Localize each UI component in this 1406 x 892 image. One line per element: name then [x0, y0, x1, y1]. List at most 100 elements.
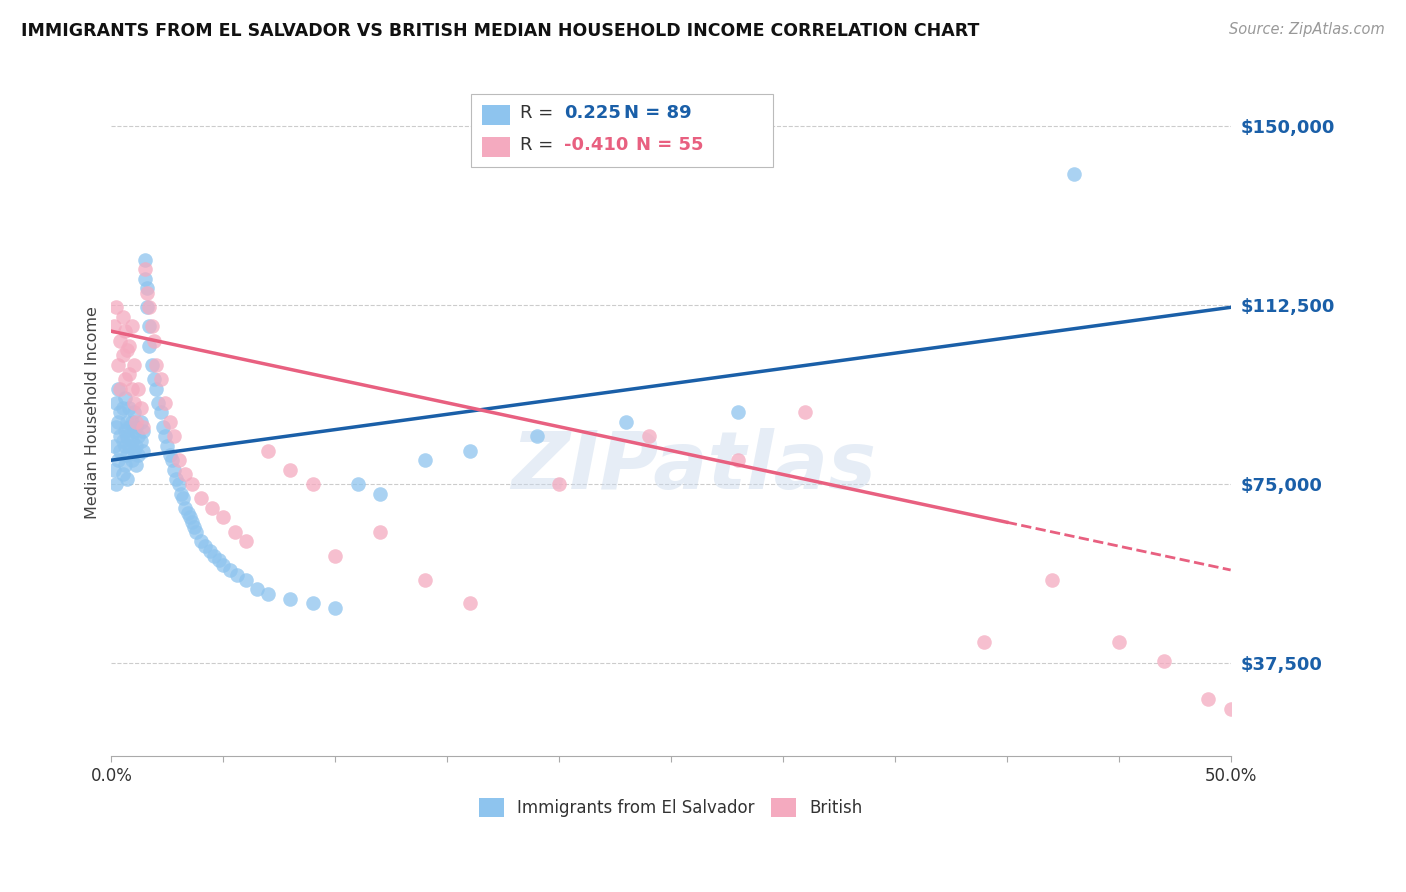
Point — [368, 524, 391, 539]
Point — [114, 439, 136, 453]
Point — [121, 415, 143, 429]
Point — [104, 477, 127, 491]
Point — [368, 486, 391, 500]
Point — [111, 310, 134, 324]
Point — [138, 338, 160, 352]
Point — [103, 319, 125, 334]
Point — [1197, 692, 1219, 706]
Point — [115, 449, 138, 463]
Point — [132, 425, 155, 439]
Point — [153, 429, 176, 443]
Point — [165, 472, 187, 486]
Point — [152, 419, 174, 434]
Point — [159, 415, 181, 429]
Point — [526, 429, 548, 443]
Point — [1063, 167, 1085, 181]
Point — [413, 453, 436, 467]
Point — [212, 510, 235, 524]
Point — [179, 510, 201, 524]
Point — [129, 434, 152, 448]
Point — [136, 285, 159, 300]
Point — [1219, 701, 1241, 715]
Point — [323, 549, 346, 563]
Point — [111, 348, 134, 362]
Text: R =: R = — [520, 104, 560, 122]
Point — [224, 524, 246, 539]
Point — [170, 486, 193, 500]
Point — [458, 443, 481, 458]
Point — [163, 463, 186, 477]
Point — [167, 453, 190, 467]
Point — [145, 358, 167, 372]
Point — [134, 252, 156, 267]
Point — [118, 367, 141, 381]
Point — [246, 582, 269, 596]
Point — [219, 563, 242, 577]
Point — [104, 396, 127, 410]
Point — [149, 372, 172, 386]
Point — [122, 443, 145, 458]
Point — [118, 439, 141, 453]
Point — [107, 358, 129, 372]
Point — [110, 382, 132, 396]
Point — [1153, 654, 1175, 668]
Point — [114, 372, 136, 386]
Text: -0.410: -0.410 — [564, 136, 628, 154]
Point — [190, 491, 212, 506]
Point — [110, 334, 132, 348]
Point — [1040, 573, 1063, 587]
Point — [153, 396, 176, 410]
Point — [225, 567, 247, 582]
Point — [118, 419, 141, 434]
Point — [122, 405, 145, 419]
Point — [163, 429, 186, 443]
Point — [118, 401, 141, 415]
Point — [115, 472, 138, 486]
Point — [181, 477, 204, 491]
Point — [132, 443, 155, 458]
Point — [172, 491, 194, 506]
Point — [302, 596, 325, 610]
Point — [103, 439, 125, 453]
Point — [548, 477, 571, 491]
Point — [181, 515, 204, 529]
Text: R =: R = — [520, 136, 560, 154]
Point — [148, 396, 170, 410]
Point — [727, 453, 749, 467]
Point — [127, 429, 149, 443]
Point — [107, 415, 129, 429]
Point — [138, 319, 160, 334]
Point — [413, 573, 436, 587]
Point — [127, 382, 149, 396]
Point — [114, 458, 136, 472]
Point — [111, 467, 134, 482]
Point — [973, 634, 995, 648]
Point — [346, 477, 368, 491]
Point — [614, 415, 637, 429]
Point — [198, 544, 221, 558]
Point — [176, 506, 198, 520]
Point — [149, 405, 172, 419]
Text: N = 89: N = 89 — [624, 104, 692, 122]
Point — [208, 553, 231, 567]
Point — [129, 401, 152, 415]
Point — [159, 449, 181, 463]
Point — [110, 443, 132, 458]
Point — [1108, 634, 1130, 648]
Point — [103, 463, 125, 477]
Point — [136, 281, 159, 295]
Point — [141, 358, 163, 372]
Point — [104, 301, 127, 315]
Y-axis label: Median Household Income: Median Household Income — [86, 306, 100, 519]
Point — [134, 271, 156, 285]
Point — [114, 425, 136, 439]
Point — [138, 301, 160, 315]
Point — [129, 415, 152, 429]
Point — [201, 500, 224, 515]
Point — [114, 391, 136, 405]
Point — [110, 405, 132, 419]
Point — [202, 549, 225, 563]
Point — [174, 467, 197, 482]
Point — [111, 401, 134, 415]
Point — [111, 434, 134, 448]
